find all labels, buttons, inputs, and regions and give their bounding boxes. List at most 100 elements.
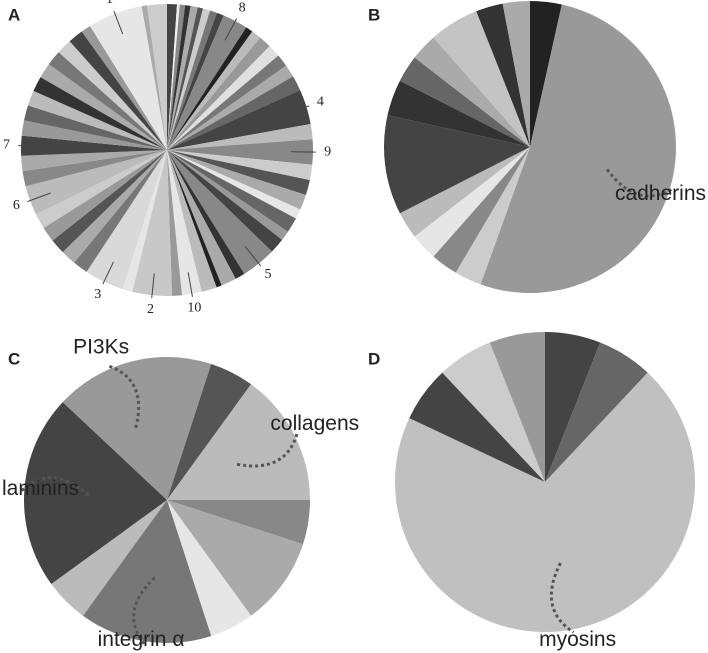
leader-line bbox=[224, 18, 238, 41]
panel-label: B bbox=[368, 5, 380, 24]
pie-slice bbox=[167, 384, 310, 500]
pie-slice bbox=[414, 147, 530, 257]
panel-label: A bbox=[8, 5, 20, 24]
pie-slice bbox=[455, 147, 530, 285]
pie-slice bbox=[167, 76, 301, 150]
pie-slice bbox=[167, 150, 183, 296]
pie-slice bbox=[167, 15, 247, 150]
slice-label: 8 bbox=[239, 0, 246, 15]
pie-slice bbox=[23, 402, 167, 585]
leader-curve bbox=[108, 364, 141, 429]
leader-line bbox=[102, 261, 114, 285]
pie-slice bbox=[132, 150, 173, 296]
leader-line bbox=[244, 246, 262, 267]
pie-slice bbox=[480, 4, 676, 293]
pie-slice bbox=[21, 150, 167, 172]
pie-slice bbox=[81, 25, 167, 151]
pie-slice bbox=[489, 332, 545, 482]
pie-slice bbox=[40, 64, 167, 150]
pie-slice bbox=[167, 27, 253, 150]
pie-slice bbox=[167, 500, 304, 616]
pie-slice bbox=[167, 65, 294, 150]
pie-slice bbox=[167, 4, 186, 151]
slice-label: laminins bbox=[2, 477, 79, 500]
pie-slice bbox=[387, 80, 530, 147]
pie-slice bbox=[122, 150, 167, 292]
pie-slice bbox=[141, 5, 167, 151]
pie-slice bbox=[43, 150, 167, 241]
pie-slice bbox=[167, 150, 202, 296]
pie-slice bbox=[167, 31, 261, 151]
pie-slice bbox=[20, 135, 167, 156]
pie-slice bbox=[167, 150, 310, 196]
pie-slice bbox=[167, 150, 245, 279]
pie-slice bbox=[27, 90, 168, 150]
pie-slice bbox=[167, 357, 212, 500]
pie-slice bbox=[167, 4, 178, 150]
pie-slice bbox=[167, 150, 217, 292]
pie-slice bbox=[530, 1, 562, 147]
slice-label: collagens bbox=[270, 412, 359, 435]
slice-label: cadherins bbox=[615, 182, 706, 205]
pie-slice bbox=[167, 150, 222, 288]
slice-label: 10 bbox=[187, 300, 201, 315]
pie-slice bbox=[167, 37, 270, 151]
pie-slice bbox=[167, 150, 313, 181]
slice-label: myosins bbox=[539, 628, 616, 651]
pie-slice bbox=[383, 115, 530, 214]
pie-slice bbox=[167, 150, 301, 219]
pie-slice bbox=[35, 150, 168, 228]
slice-label: 7 bbox=[3, 137, 10, 152]
pie-slice bbox=[62, 150, 167, 263]
leader-line bbox=[151, 273, 155, 299]
slice-label: 3 bbox=[94, 287, 101, 302]
pie-slice bbox=[167, 150, 306, 210]
slice-label: 1 bbox=[106, 0, 113, 7]
pie-slice bbox=[86, 150, 167, 290]
slice-label: 9 bbox=[324, 144, 331, 159]
pie-slice bbox=[167, 500, 252, 637]
pie-slice bbox=[167, 55, 287, 150]
pie-slice bbox=[21, 120, 168, 150]
pie-slice bbox=[414, 37, 530, 148]
pie-slice bbox=[167, 7, 204, 151]
pie-slice bbox=[22, 150, 167, 187]
leader-line bbox=[285, 105, 310, 114]
pie-slice bbox=[58, 41, 167, 151]
pie-slice bbox=[442, 342, 545, 482]
pie-slice bbox=[476, 3, 530, 148]
pie-slice bbox=[167, 150, 272, 274]
slice-label: integrin α bbox=[98, 628, 185, 651]
pie-slice bbox=[167, 8, 211, 151]
pie-slice bbox=[52, 150, 168, 253]
pie-slice bbox=[167, 4, 180, 150]
pie-slice bbox=[167, 150, 283, 252]
pie-slice bbox=[147, 4, 167, 150]
pie-slice bbox=[399, 147, 530, 237]
pie-slice bbox=[167, 5, 198, 151]
slice-label: 2 bbox=[147, 302, 154, 317]
pie-slice bbox=[545, 342, 648, 482]
pie-slice bbox=[433, 147, 530, 273]
leader-curve bbox=[132, 576, 156, 645]
pie-slice bbox=[167, 150, 236, 286]
leader-curve bbox=[20, 476, 90, 497]
pie-slice bbox=[167, 150, 296, 232]
pie-slice bbox=[167, 12, 224, 151]
pie-slice bbox=[433, 11, 530, 147]
leader-curve bbox=[236, 433, 299, 468]
leader-line bbox=[113, 10, 124, 35]
pie-slice bbox=[25, 150, 168, 215]
pie-slice bbox=[167, 90, 311, 150]
pie-slice bbox=[69, 31, 167, 151]
pie-slice bbox=[399, 57, 530, 147]
pie-slice bbox=[167, 10, 217, 151]
pie-slice bbox=[82, 500, 212, 643]
pie-slice bbox=[33, 77, 167, 150]
leader-curve bbox=[605, 168, 674, 198]
pie-slice bbox=[167, 500, 310, 545]
pie-slice bbox=[502, 1, 530, 147]
panel-label: C bbox=[8, 349, 20, 368]
